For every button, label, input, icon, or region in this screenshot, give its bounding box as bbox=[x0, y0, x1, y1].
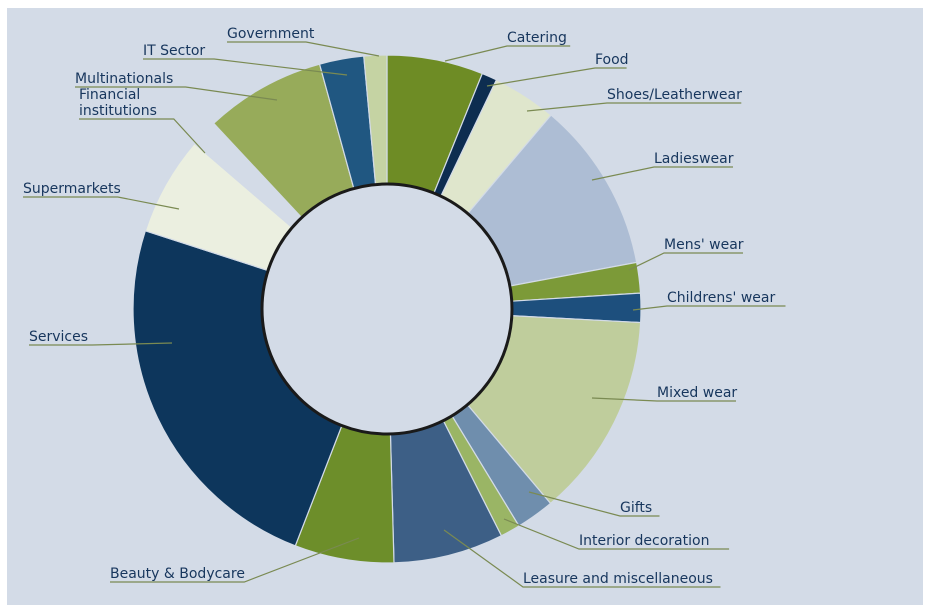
callout-line bbox=[528, 491, 660, 517]
label-leasure-and-miscellaneous: Leasure and miscellaneous bbox=[523, 571, 713, 587]
callout-line bbox=[526, 102, 742, 112]
callout-line bbox=[75, 86, 278, 101]
label-beauty-bodycare: Beauty & Bodycare bbox=[110, 566, 245, 582]
callout-line bbox=[628, 252, 743, 271]
label-gifts: Gifts bbox=[620, 500, 652, 516]
label-multinationals: Multinationals bbox=[75, 71, 173, 87]
label-interior-decoration: Interior decoration bbox=[579, 533, 709, 549]
callout-line bbox=[503, 518, 730, 550]
callout-line bbox=[591, 166, 733, 181]
callout-line bbox=[444, 45, 571, 62]
label-services: Services bbox=[29, 329, 88, 345]
callout-line bbox=[110, 537, 360, 583]
label-shoes-leatherwear: Shoes/Leatherwear bbox=[607, 87, 742, 103]
callout-line bbox=[443, 529, 721, 588]
callout-line bbox=[486, 67, 627, 87]
label-it-sector: IT Sector bbox=[143, 43, 205, 59]
callout-line bbox=[591, 397, 736, 402]
donut-chart: Catering Food Shoes/Leatherwear Ladieswear M… bbox=[23, 26, 786, 588]
label-government: Government bbox=[227, 26, 315, 42]
callout-line bbox=[29, 342, 173, 346]
label-food: Food bbox=[595, 52, 629, 68]
label-mens-wear: Mens' wear bbox=[664, 237, 744, 253]
donut-hole bbox=[260, 182, 514, 436]
label-childrens-wear: Childrens' wear bbox=[667, 290, 775, 306]
callout-line bbox=[143, 58, 348, 76]
callout-line bbox=[79, 118, 206, 154]
label-mixed-wear: Mixed wear bbox=[657, 385, 737, 401]
callout-line bbox=[227, 41, 380, 57]
callout-line bbox=[23, 196, 180, 210]
label-financial-institutions: Financial institutions bbox=[79, 87, 157, 119]
label-ladieswear: Ladieswear bbox=[654, 151, 734, 167]
label-supermarkets: Supermarkets bbox=[23, 181, 121, 197]
callout-line bbox=[632, 305, 786, 311]
chart-panel: Catering Food Shoes/Leatherwear Ladieswear M… bbox=[7, 8, 923, 605]
label-catering: Catering bbox=[507, 30, 567, 46]
